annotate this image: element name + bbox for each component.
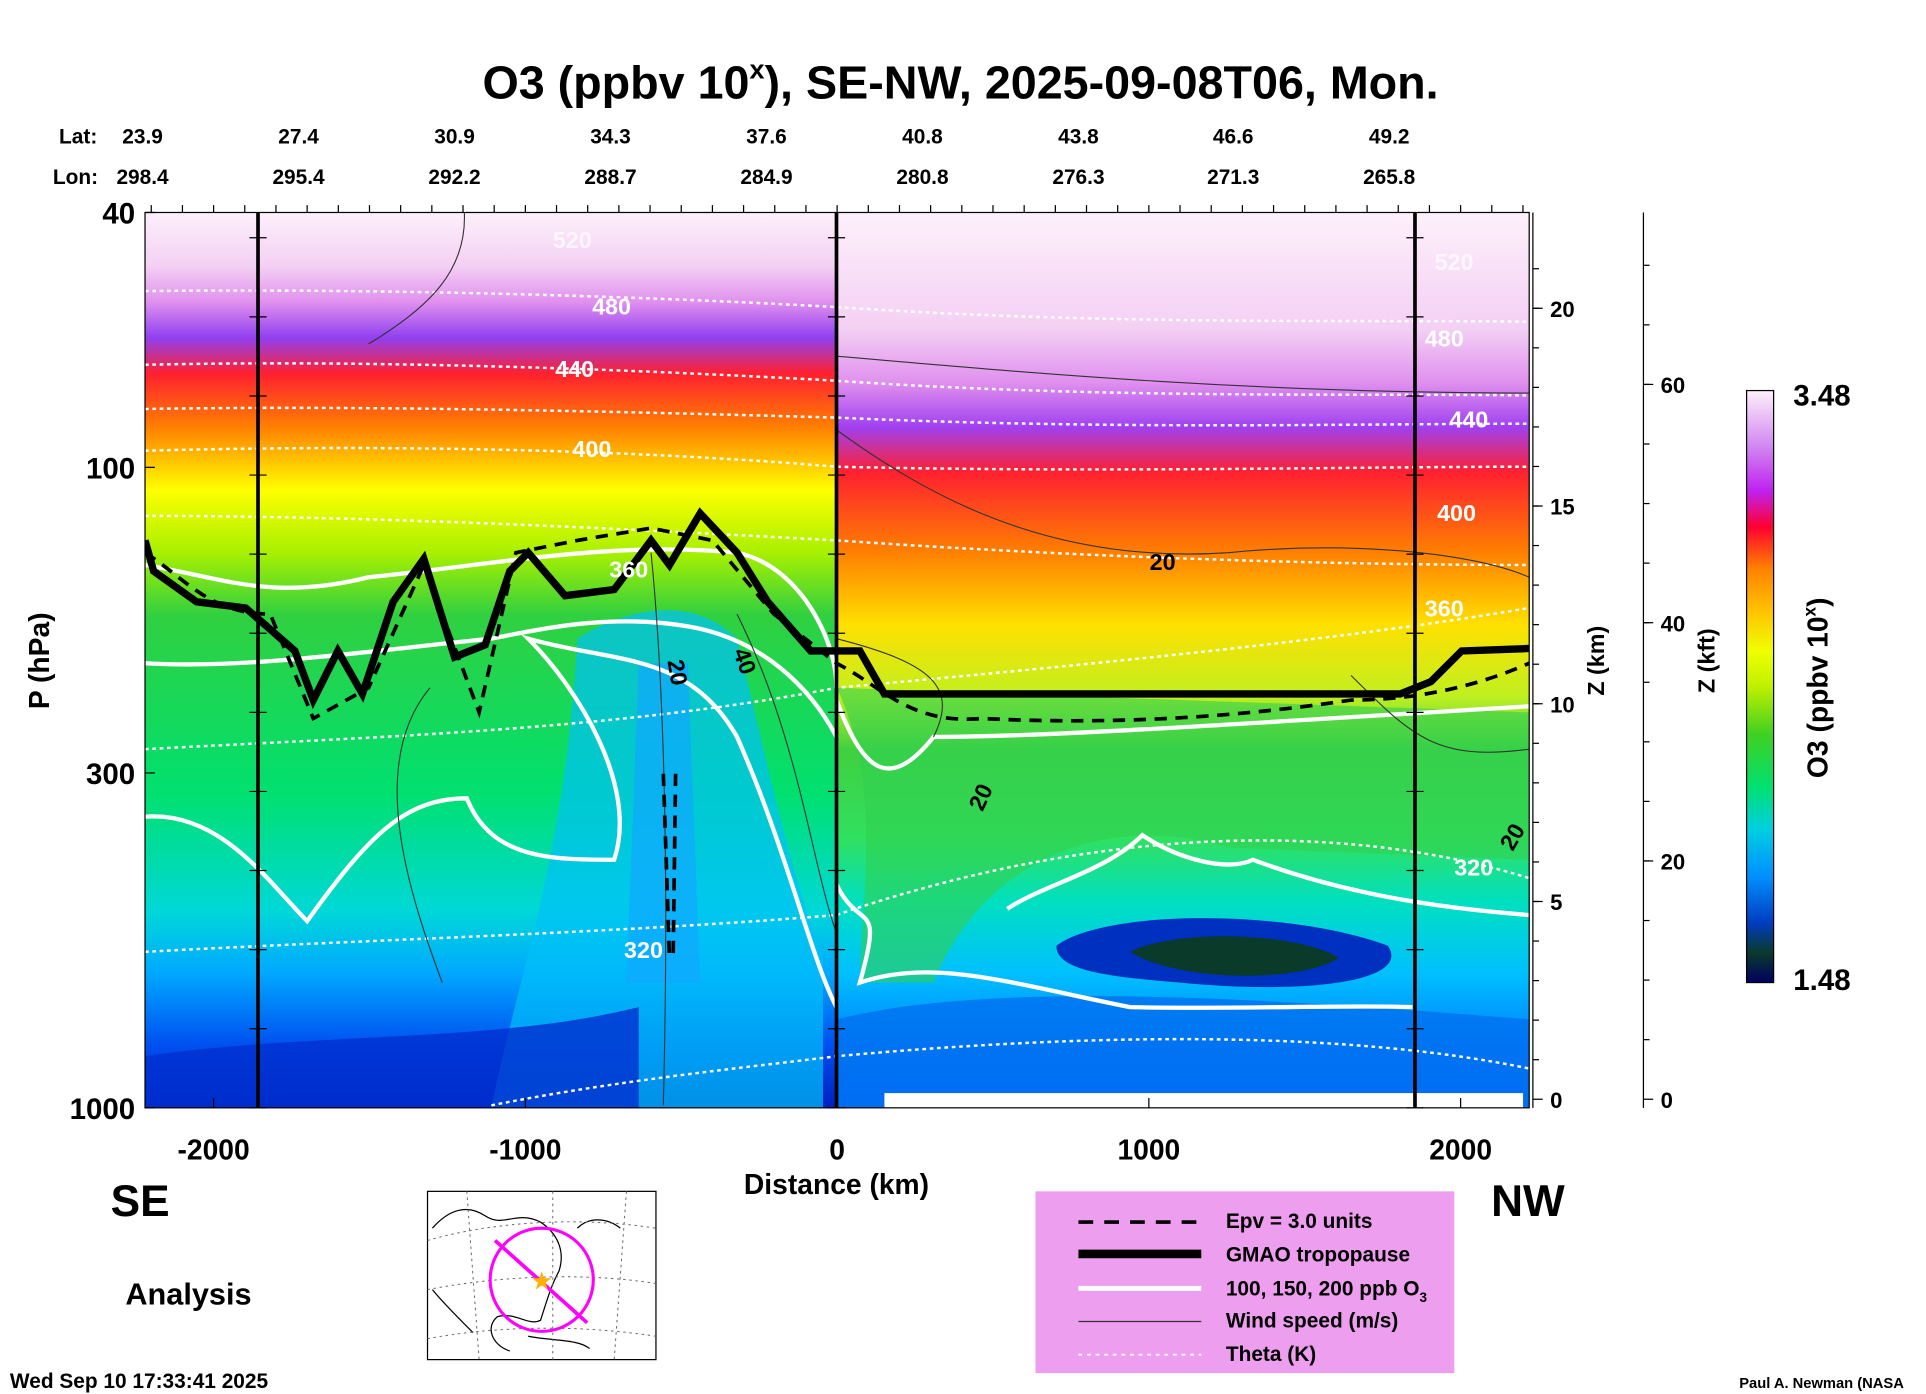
z-kft-tick-label: 20 [1661,850,1686,875]
theta-label: 400 [1437,500,1476,526]
timestamp: Wed Sep 10 17:33:41 2025 [10,1370,269,1393]
gmao-tropopause [145,507,1530,710]
theta-label: 320 [624,937,663,963]
surface-blue-left [145,1007,639,1108]
wind-label: 20 [662,657,692,687]
legend-label: Theta (K) [1226,1343,1316,1366]
legend-label: GMAO tropopause [1226,1243,1410,1266]
darkest-ozone-minimum [1130,936,1339,976]
lat-label: Lat: [59,126,97,149]
legend-label: 100, 150, 200 ppb O3 [1226,1278,1428,1305]
z-kft-label: Z (kft) [1694,628,1720,693]
se-direction-label: SE [111,1177,170,1226]
track-range-circle [488,1226,595,1333]
lon-label: Lon: [53,166,98,189]
colorbar-min: 1.48 [1793,964,1850,997]
center-star-icon: ★ [532,1268,552,1293]
wind-label: 20 [1150,549,1176,575]
legend-label: Wind speed (m/s) [1226,1310,1399,1333]
z-kft-tick-label: 60 [1661,373,1686,398]
epv-contour-plume [661,773,678,959]
cross-section-track [493,1239,589,1325]
nw-direction-label: NW [1491,1177,1565,1226]
longitude-value: 298.4 [116,166,169,189]
theta-label: 520 [1435,249,1474,275]
longitude-value: 295.4 [272,166,325,189]
z-km-tick-label: 5 [1550,890,1562,915]
longitude-value: 284.9 [740,166,792,189]
theta-label: 320 [1454,855,1493,881]
latitude-value: 27.4 [278,126,319,149]
latitude-value: 40.8 [902,126,943,149]
longitude-value: 292.2 [428,166,480,189]
z-km-tick-label: 15 [1550,495,1575,520]
latitude-value: 30.9 [434,126,475,149]
theta-label: 400 [572,436,611,462]
longitude-value: 265.8 [1363,166,1415,189]
longitude-value: 288.7 [584,166,636,189]
latitude-value: 49.2 [1369,126,1410,149]
x-tick-label: 2000 [1429,1133,1492,1165]
x-tick-label: -2000 [177,1133,249,1165]
missing-data-strip [884,1093,1524,1108]
z-kft-tick-label: 40 [1661,611,1686,636]
z-km-tick-label: 10 [1550,692,1575,717]
location-map: ★ [426,1190,657,1361]
colorbar [1745,389,1775,984]
latitude-value: 23.9 [122,126,163,149]
longitude-value: 276.3 [1052,166,1104,189]
theta-label: 520 [553,227,592,253]
y-tick-label: 300 [86,758,135,791]
y-tick-label: 100 [86,452,135,485]
longitude-value: 280.8 [896,166,948,189]
theta-label: 480 [592,293,631,319]
z-km-tick-label: 20 [1550,297,1575,322]
z-kft-tick-label: 0 [1661,1088,1673,1113]
y-tick-label: 40 [102,198,135,231]
latitude-value: 46.6 [1213,126,1254,149]
latitude-value: 34.3 [590,126,631,149]
green-intrusion [836,687,1530,983]
y-axis-label: P (hPa) [23,612,55,709]
legend: Epv = 3.0 units GMAO tropopause 100, 150… [1035,1191,1455,1374]
blue-region-lower [836,996,1530,1108]
colorbar-max: 3.48 [1793,379,1850,412]
theta-label: 440 [1449,406,1488,432]
theta-label: 360 [1425,596,1464,622]
theta-label: 360 [609,556,648,582]
credit: Paul A. Newman (NASA [1739,1376,1904,1392]
z-km-tick-label: 0 [1550,1088,1562,1113]
x-tick-label: -1000 [489,1133,561,1165]
chart-title: O3 (ppbv 10x), SE-NW, 2025-09-08T06, Mon… [482,55,1438,109]
analysis-label: Analysis [125,1276,251,1311]
z-km-label: Z (km) [1583,626,1609,696]
theta-label: 440 [555,356,594,382]
colorbar-label: O3 (ppbv 10x) [1799,597,1833,778]
theta-label: 480 [1425,325,1464,351]
x-tick-label: 1000 [1117,1133,1180,1165]
latitude-value: 37.6 [746,126,787,149]
legend-label: Epv = 3.0 units [1226,1210,1373,1233]
x-tick-label: 0 [829,1133,845,1165]
longitude-value: 271.3 [1207,166,1259,189]
x-axis-label: Distance (km) [744,1168,929,1200]
y-tick-label: 1000 [70,1093,136,1126]
latitude-value: 43.8 [1058,126,1099,149]
